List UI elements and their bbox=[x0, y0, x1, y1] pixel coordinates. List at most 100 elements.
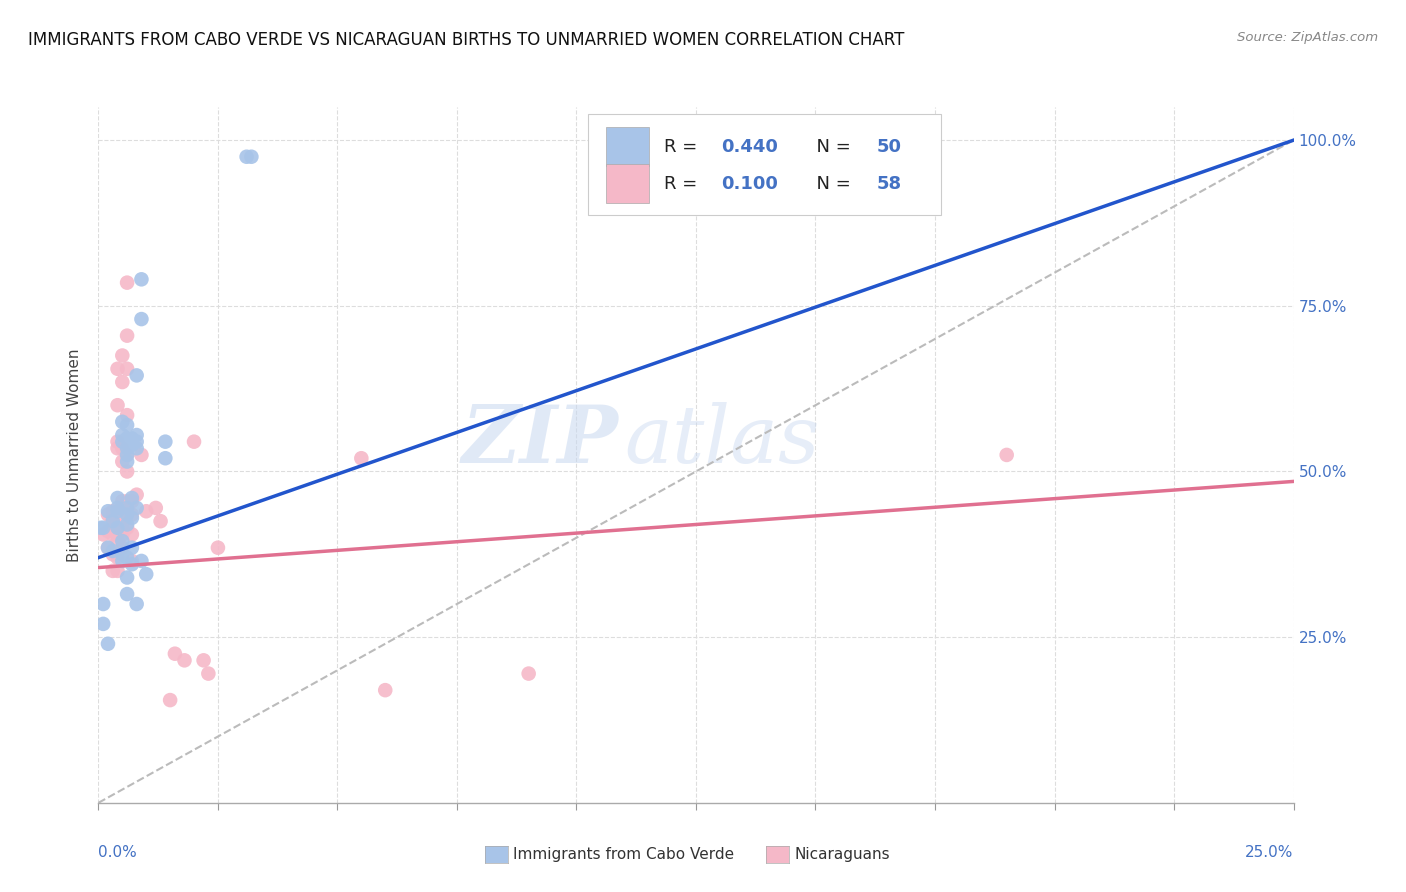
Point bbox=[107, 527, 129, 541]
Point bbox=[135, 504, 157, 518]
Point bbox=[240, 150, 263, 164]
Point bbox=[97, 508, 120, 522]
Point bbox=[125, 428, 148, 442]
Point bbox=[125, 442, 148, 456]
Point bbox=[115, 454, 138, 468]
Point bbox=[111, 547, 134, 561]
Point bbox=[111, 434, 134, 449]
Point bbox=[125, 500, 148, 515]
Point bbox=[115, 494, 138, 508]
Point bbox=[97, 504, 120, 518]
Point bbox=[107, 508, 129, 522]
Text: 0.440: 0.440 bbox=[721, 137, 778, 156]
Point bbox=[115, 418, 138, 433]
Text: 50: 50 bbox=[876, 137, 901, 156]
Point bbox=[111, 454, 134, 468]
Point bbox=[107, 521, 129, 535]
Point bbox=[207, 541, 229, 555]
Point bbox=[131, 312, 153, 326]
Point bbox=[115, 550, 138, 565]
Point bbox=[149, 514, 172, 528]
Point bbox=[121, 541, 143, 555]
Point bbox=[111, 442, 134, 456]
Point bbox=[91, 521, 114, 535]
Text: Immigrants from Cabo Verde: Immigrants from Cabo Verde bbox=[513, 847, 734, 862]
Point bbox=[91, 597, 114, 611]
Point bbox=[111, 534, 134, 549]
Point bbox=[111, 349, 134, 363]
Point bbox=[107, 434, 129, 449]
Text: ZIP: ZIP bbox=[461, 402, 619, 480]
Point bbox=[183, 434, 205, 449]
Point bbox=[101, 544, 124, 558]
Point bbox=[111, 428, 134, 442]
Point bbox=[131, 554, 153, 568]
Point bbox=[115, 570, 138, 584]
Point bbox=[155, 451, 177, 466]
Point bbox=[111, 527, 134, 541]
Text: 25.0%: 25.0% bbox=[1246, 845, 1294, 860]
Point bbox=[115, 408, 138, 422]
Text: R =: R = bbox=[664, 175, 703, 193]
Point bbox=[97, 541, 120, 555]
Point bbox=[121, 438, 143, 452]
Y-axis label: Births to Unmarried Women: Births to Unmarried Women bbox=[67, 348, 83, 562]
Point bbox=[995, 448, 1018, 462]
Point bbox=[111, 521, 134, 535]
Point bbox=[115, 431, 138, 445]
Point bbox=[121, 494, 143, 508]
Point bbox=[111, 541, 134, 555]
Point bbox=[107, 491, 129, 505]
Point bbox=[115, 517, 138, 532]
Text: IMMIGRANTS FROM CABO VERDE VS NICARAGUAN BIRTHS TO UNMARRIED WOMEN CORRELATION C: IMMIGRANTS FROM CABO VERDE VS NICARAGUAN… bbox=[28, 31, 904, 49]
FancyBboxPatch shape bbox=[589, 114, 941, 215]
Point bbox=[121, 491, 143, 505]
Point bbox=[121, 527, 143, 541]
Point bbox=[97, 524, 120, 538]
Point bbox=[173, 653, 195, 667]
Point bbox=[115, 508, 138, 522]
Point bbox=[115, 465, 138, 479]
Point bbox=[131, 272, 153, 286]
Point bbox=[115, 508, 138, 522]
Point bbox=[111, 375, 134, 389]
Text: atlas: atlas bbox=[624, 402, 820, 480]
Point bbox=[125, 368, 148, 383]
Point bbox=[107, 564, 129, 578]
Point bbox=[101, 504, 124, 518]
Point bbox=[115, 587, 138, 601]
Point bbox=[107, 398, 129, 412]
Point bbox=[193, 653, 215, 667]
FancyBboxPatch shape bbox=[606, 128, 650, 166]
Point bbox=[131, 448, 153, 462]
Text: 0.0%: 0.0% bbox=[98, 845, 138, 860]
Point bbox=[111, 554, 134, 568]
Point bbox=[115, 500, 138, 515]
Text: N =: N = bbox=[804, 175, 856, 193]
Point bbox=[121, 508, 143, 522]
Text: R =: R = bbox=[664, 137, 703, 156]
Point bbox=[121, 558, 143, 572]
Point bbox=[101, 547, 124, 561]
Point bbox=[101, 511, 124, 525]
Point bbox=[111, 494, 134, 508]
Point bbox=[115, 448, 138, 462]
Point bbox=[111, 415, 134, 429]
Point bbox=[115, 328, 138, 343]
Text: 0.100: 0.100 bbox=[721, 175, 778, 193]
Point bbox=[235, 150, 257, 164]
Point bbox=[111, 508, 134, 522]
Point bbox=[125, 434, 148, 449]
Point bbox=[97, 637, 120, 651]
Point bbox=[101, 514, 124, 528]
Point bbox=[97, 541, 120, 555]
Point bbox=[350, 451, 373, 466]
Point bbox=[115, 361, 138, 376]
Point bbox=[101, 521, 124, 535]
Point bbox=[125, 488, 148, 502]
Point bbox=[121, 554, 143, 568]
Point bbox=[107, 521, 129, 535]
Point bbox=[145, 500, 167, 515]
Point bbox=[115, 448, 138, 462]
Point bbox=[125, 597, 148, 611]
